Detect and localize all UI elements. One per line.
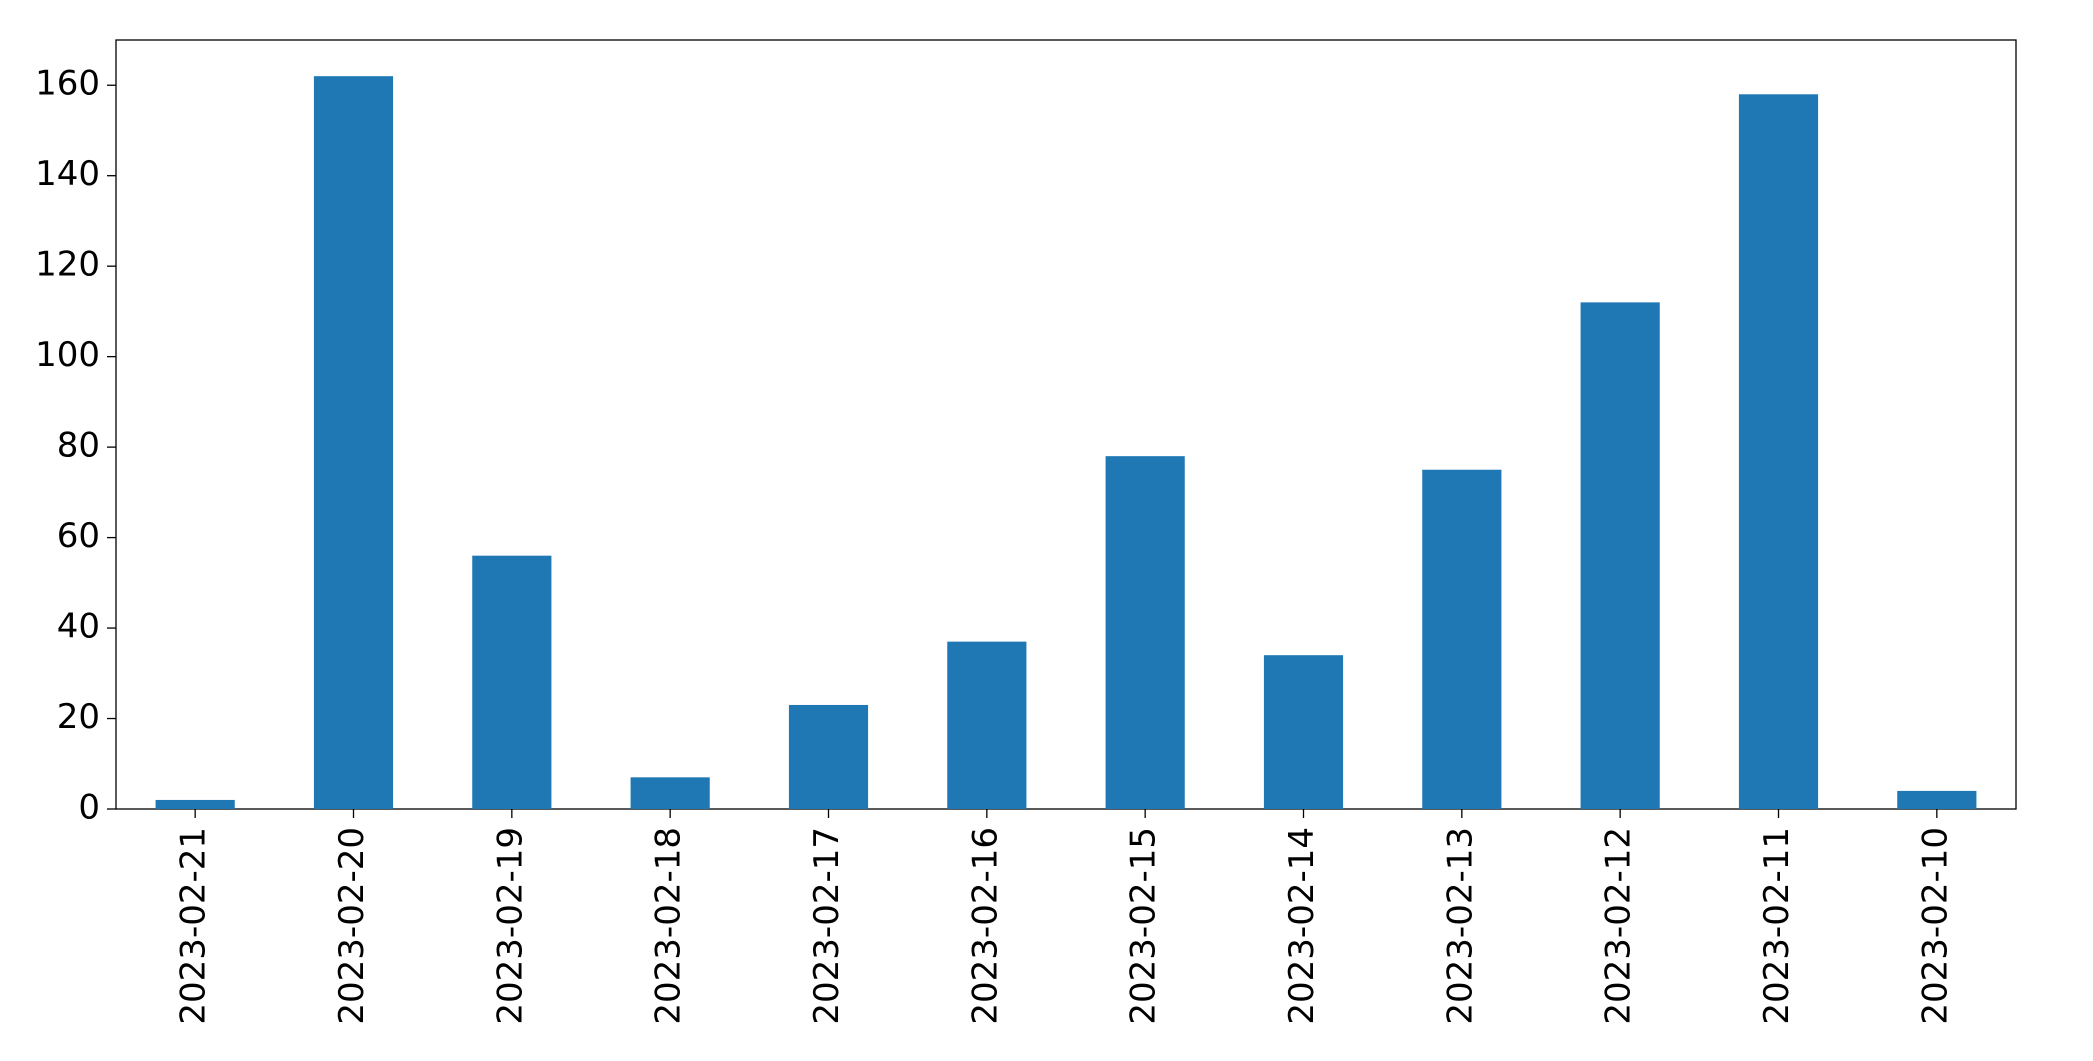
x-tick-label: 2023-02-19 [490, 827, 530, 1025]
x-tick-label: 2023-02-15 [1124, 827, 1164, 1025]
x-tick-label: 2023-02-18 [649, 827, 689, 1025]
y-tick-label: 160 [35, 64, 100, 104]
y-tick-label: 20 [57, 697, 100, 737]
bar [155, 799, 235, 809]
x-tick-label: 2023-02-20 [332, 827, 372, 1025]
bar [1105, 456, 1185, 809]
bar [947, 641, 1027, 809]
x-tick-label: 2023-02-21 [174, 827, 214, 1025]
x-tick-label: 2023-02-17 [807, 827, 847, 1025]
bar [472, 555, 552, 809]
x-tick-label: 2023-02-10 [1915, 827, 1955, 1025]
y-tick-label: 0 [78, 788, 100, 828]
bar [313, 76, 394, 809]
bar [788, 704, 869, 809]
bar [1580, 302, 1660, 809]
bar [1738, 94, 1819, 810]
x-tick-label: 2023-02-16 [965, 827, 1005, 1025]
y-tick-label: 60 [57, 516, 100, 556]
bar [630, 777, 710, 809]
bar [1263, 655, 1344, 809]
y-tick-label: 80 [57, 426, 100, 466]
x-tick-label: 2023-02-13 [1440, 827, 1480, 1025]
x-tick-label: 2023-02-14 [1282, 827, 1322, 1025]
y-tick-label: 120 [35, 245, 100, 285]
y-tick-label: 140 [35, 154, 100, 194]
x-tick-label: 2023-02-11 [1757, 827, 1797, 1025]
y-tick-label: 100 [35, 335, 100, 375]
bar [1897, 790, 1977, 809]
x-tick-label: 2023-02-12 [1599, 827, 1639, 1025]
bar [1422, 469, 1502, 809]
plot-frame [115, 39, 2017, 810]
y-tick-label: 40 [57, 607, 100, 647]
